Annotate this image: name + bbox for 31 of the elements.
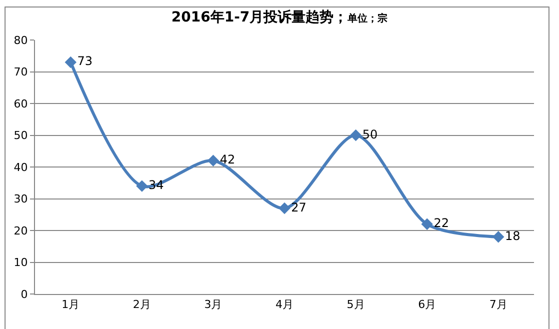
point — [278, 202, 290, 214]
chart-subtitle: 单位；宗 — [346, 12, 388, 24]
chart-title: 2016年1-7月投诉量趋势； — [171, 9, 348, 26]
data-label: 73 — [77, 54, 93, 68]
x-tick-label: 5月 — [346, 298, 365, 312]
point — [492, 231, 504, 243]
y-tick-label: 10 — [14, 256, 28, 270]
point — [64, 56, 76, 68]
point — [350, 129, 362, 142]
y-tick-label: 30 — [14, 192, 28, 206]
x-tick-label: 3月 — [204, 298, 222, 312]
y-tick-label: 60 — [14, 97, 28, 110]
data-label: 22 — [434, 216, 449, 230]
point — [421, 218, 433, 230]
y-tick-label: 40 — [14, 160, 28, 174]
data-label: 27 — [291, 200, 306, 214]
x-tick-label: 7月 — [489, 298, 508, 312]
point — [207, 154, 220, 166]
y-tick-label: 80 — [14, 34, 28, 47]
data-label: 42 — [220, 152, 236, 167]
data-label: 18 — [504, 228, 520, 243]
x-tick-label: 1月 — [62, 298, 80, 312]
y-tick-label: 20 — [14, 224, 28, 238]
y-tick-label: 50 — [14, 129, 28, 142]
x-tick-label: 2月 — [132, 298, 151, 312]
x-tick-label: 6月 — [418, 298, 436, 312]
y-tick-label: 70 — [14, 66, 28, 79]
point — [136, 180, 148, 192]
y-tick-label: 0 — [20, 288, 28, 301]
x-tick-label: 4月 — [276, 298, 294, 312]
data-label: 50 — [362, 127, 378, 142]
